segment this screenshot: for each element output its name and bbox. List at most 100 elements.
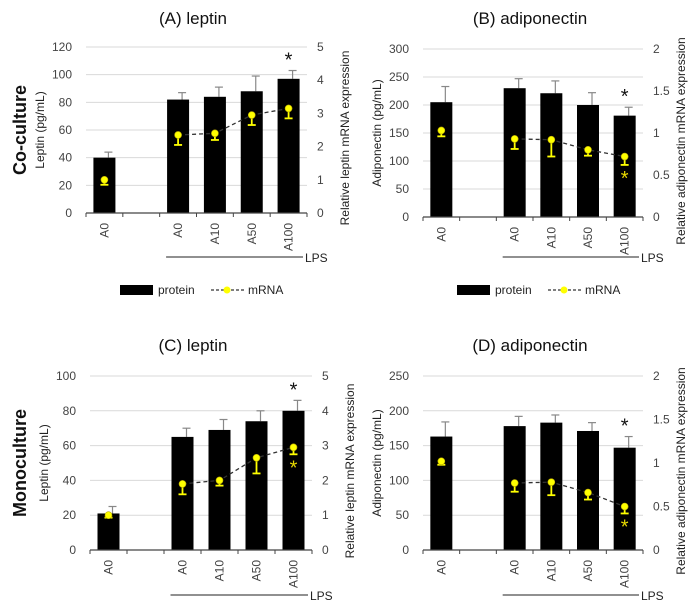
y-tick-label: 0 xyxy=(69,543,76,557)
protein-bar-A10 xyxy=(203,96,226,213)
lps-label: LPS xyxy=(641,589,664,603)
x-tick-label: A0 xyxy=(97,223,111,238)
mrna-significance-asterisk: * xyxy=(621,168,629,190)
y-axis-label: Adiponectin (pg/mL) xyxy=(370,409,384,516)
protein-bar-A0 xyxy=(97,513,120,550)
y-tick-label: 40 xyxy=(63,473,77,487)
chart-panel-c: (C) leptin 0 20 40 60 80 100 0 1 2 3 4 5 Leptin (pg/m… xyxy=(37,336,357,603)
mrna-point-A0 xyxy=(100,176,109,184)
y-axis-label: Leptin (pg/mL) xyxy=(33,91,47,168)
legend-protein-swatch xyxy=(120,285,153,295)
y2-axis-label: Relative leptin mRNA expression xyxy=(338,51,352,226)
protein-bar-A10 xyxy=(208,429,231,550)
y-tick-label: 60 xyxy=(59,123,73,137)
significance-asterisk: * xyxy=(285,50,293,72)
x-tick-label: A10 xyxy=(213,560,227,582)
mrna-point-A100 xyxy=(620,152,629,161)
x-tick-label: A50 xyxy=(581,227,595,249)
y-tick-label: 100 xyxy=(56,369,76,383)
y-tick-label: 120 xyxy=(52,40,72,54)
y2-tick-label: 2 xyxy=(653,42,660,56)
x-tick-label: A50 xyxy=(581,560,595,582)
mrna-point-A50 xyxy=(247,111,256,119)
y-tick-label: 250 xyxy=(389,70,409,84)
y-tick-label: 150 xyxy=(389,126,409,140)
y-tick-label: 50 xyxy=(396,182,410,196)
legend-protein-swatch xyxy=(457,285,490,295)
y2-axis-label: Relative leptin mRNA expression xyxy=(343,384,357,559)
x-tick-label: A0 xyxy=(508,227,522,242)
x-tick-label: A0 xyxy=(171,223,185,238)
y2-tick-label: 2 xyxy=(653,369,660,383)
protein-bar-A0 xyxy=(430,102,453,217)
y2-tick-label: 0 xyxy=(317,206,324,220)
significance-asterisk: * xyxy=(621,416,629,438)
mrna-line xyxy=(514,138,625,158)
mrna-line xyxy=(514,481,625,508)
x-tick-label: A10 xyxy=(544,560,558,582)
y2-axis-label: Relative adiponectin mRNA expression xyxy=(674,37,688,244)
y2-tick-label: 1 xyxy=(317,173,324,187)
protein-bar-A100 xyxy=(613,115,636,217)
y-tick-label: 150 xyxy=(389,439,409,453)
y2-tick-label: 3 xyxy=(317,106,324,120)
lps-label: LPS xyxy=(305,251,328,265)
y-tick-label: 100 xyxy=(389,473,409,487)
y-tick-label: 200 xyxy=(389,404,409,418)
protein-bar-A50 xyxy=(240,91,263,213)
mrna-point-A100 xyxy=(289,443,298,452)
x-tick-label: A10 xyxy=(544,227,558,249)
y-tick-label: 0 xyxy=(402,543,409,557)
protein-bar-A100 xyxy=(277,78,300,213)
y-tick-label: 0 xyxy=(65,206,72,220)
y-tick-label: 0 xyxy=(402,210,409,224)
mrna-point-A10 xyxy=(547,478,556,486)
x-tick-label: A100 xyxy=(282,223,296,251)
protein-bar-A50 xyxy=(245,421,268,550)
y2-tick-label: 0.5 xyxy=(653,168,670,182)
y-tick-label: 60 xyxy=(63,439,77,453)
y2-tick-label: 5 xyxy=(322,369,329,383)
x-tick-label: A0 xyxy=(176,560,190,575)
mrna-point-A50 xyxy=(584,146,592,154)
mrna-point-A100 xyxy=(620,502,629,511)
x-tick-label: A0 xyxy=(434,227,448,242)
y-tick-label: 300 xyxy=(389,42,409,56)
lps-label: LPS xyxy=(641,251,664,265)
y-tick-label: 20 xyxy=(59,178,73,192)
legend: protein mRNA xyxy=(120,283,283,297)
mrna-point-A0 xyxy=(104,511,113,520)
legend-protein-label: protein xyxy=(158,283,195,297)
y2-tick-label: 2 xyxy=(317,140,324,154)
chart-title: (A) leptin xyxy=(159,9,227,28)
chart-title: (C) leptin xyxy=(159,336,228,355)
y2-tick-label: 4 xyxy=(317,73,324,87)
y2-tick-label: 0.5 xyxy=(653,500,670,514)
y-tick-label: 40 xyxy=(59,151,73,165)
y-tick-label: 80 xyxy=(63,404,77,418)
protein-bar-A100 xyxy=(613,447,636,550)
protein-bar-A50 xyxy=(577,105,599,217)
y2-tick-label: 4 xyxy=(322,404,329,418)
mrna-point-A0 xyxy=(178,480,187,488)
chart-panel-d: (D) adiponectin 0 50 100 150 200 250 0 0.5 1 1.5 2 A… xyxy=(370,336,688,603)
mrna-point-A0 xyxy=(437,126,446,135)
y2-tick-label: 0 xyxy=(322,543,329,557)
legend-mrna-marker xyxy=(223,286,231,294)
protein-bar-A0 xyxy=(430,436,453,550)
mrna-point-A10 xyxy=(211,129,219,138)
y2-tick-label: 1.5 xyxy=(653,413,670,427)
y2-tick-label: 1 xyxy=(653,126,660,140)
mrna-point-A0 xyxy=(437,457,446,466)
chart-panel-b: (B) adiponectin 0 50 100 150 200 250 300 0 0.5 1 1.… xyxy=(370,9,688,297)
legend-mrna-label: mRNA xyxy=(585,283,620,297)
protein-bar-A0 xyxy=(503,88,526,217)
protein-bar-A0 xyxy=(167,99,190,213)
y2-tick-label: 0 xyxy=(653,210,660,224)
y-tick-label: 200 xyxy=(389,98,409,112)
y2-tick-label: 0 xyxy=(653,543,660,557)
mrna-point-A0 xyxy=(174,131,182,139)
x-tick-label: A100 xyxy=(287,560,301,588)
mrna-line xyxy=(178,107,289,136)
